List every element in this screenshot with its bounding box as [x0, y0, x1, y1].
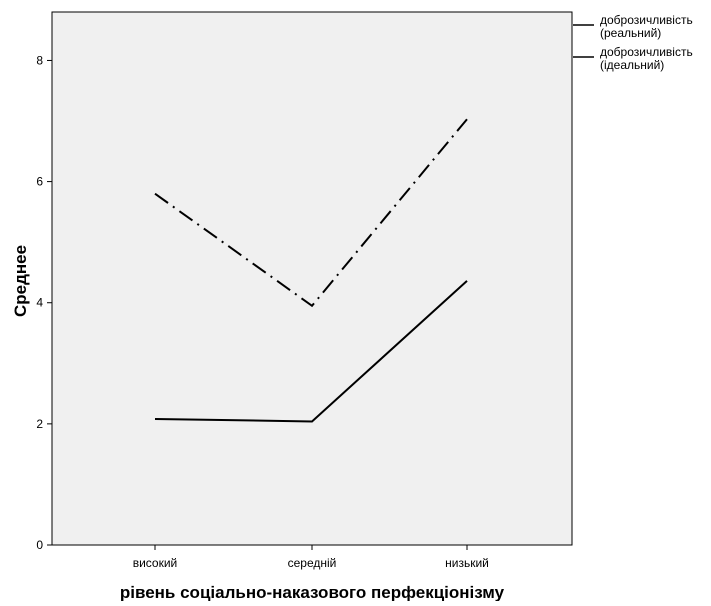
legend-label: (реальний) [600, 26, 661, 40]
x-axis-title: рівень соціально-наказового перфекціоніз… [120, 583, 505, 601]
y-tick-label: 0 [36, 538, 43, 552]
y-tick-label: 6 [36, 175, 43, 189]
x-tick-label: низький [445, 556, 489, 570]
series-line-real [154, 280, 468, 423]
y-tick-label: 8 [36, 53, 43, 67]
x-axis: високий середній низький [133, 545, 489, 570]
x-tick-label: високий [133, 556, 178, 570]
legend-label: доброзичливість [600, 13, 693, 27]
y-tick-label: 4 [36, 296, 43, 310]
legend-label: доброзичливість [600, 45, 693, 59]
series-group [154, 118, 468, 423]
plot-area [51, 11, 573, 546]
y-tick-label: 2 [36, 417, 43, 431]
y-axis-title: Среднее [11, 245, 30, 317]
y-axis: 0 2 4 6 8 [36, 53, 52, 552]
legend-label: (ідеальний) [600, 58, 664, 72]
series-line-ideal [154, 118, 468, 308]
x-tick-label: середній [288, 556, 337, 570]
legend: доброзичливість(реальний)доброзичливість… [573, 13, 693, 72]
